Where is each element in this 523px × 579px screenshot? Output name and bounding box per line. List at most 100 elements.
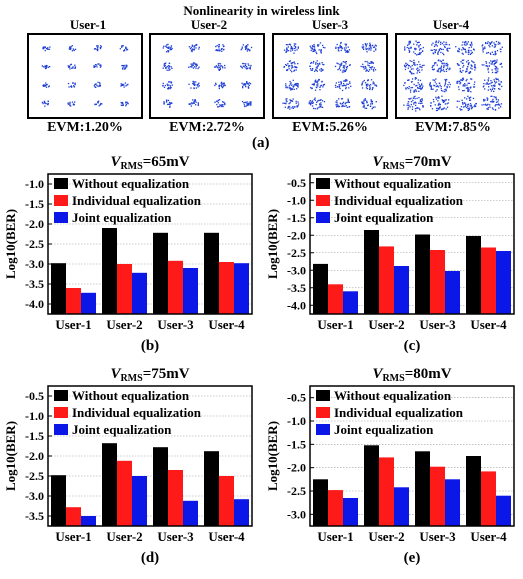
y-tick-label: -4.0 — [287, 298, 306, 312]
constellation-point-cluster — [42, 82, 50, 87]
legend-swatch — [54, 212, 68, 223]
constellation-point-cluster — [188, 62, 200, 69]
bar — [394, 266, 409, 314]
bar — [168, 261, 183, 314]
y-tick-label: -3.5 — [287, 281, 306, 295]
bar — [328, 490, 343, 526]
constellation-user-2-title: User-2 — [151, 17, 267, 33]
constellation-user-4 — [395, 33, 511, 119]
bar — [204, 451, 219, 526]
constellation-point-cluster — [93, 63, 101, 68]
bar — [415, 235, 430, 315]
x-tick-label: User-3 — [157, 529, 194, 544]
constellation-point-cluster — [120, 45, 129, 51]
constellation-user-3-title: User-3 — [272, 17, 388, 33]
bar — [234, 499, 249, 526]
constellation-point-cluster — [361, 79, 377, 90]
constellation-point-cluster — [189, 99, 199, 107]
y-tick-label: -2.0 — [25, 449, 44, 463]
legend-label: Joint equalization — [334, 210, 434, 225]
constellation-point-cluster — [120, 82, 128, 87]
constellation-point-cluster — [42, 65, 51, 69]
y-tick-label: -2.5 — [287, 484, 306, 498]
constellation-point-cluster — [42, 46, 50, 51]
constellation-point-cluster — [455, 41, 475, 55]
constellation-point-cluster — [430, 96, 449, 112]
bar — [445, 271, 460, 314]
bar — [132, 476, 147, 526]
constellation-point-cluster — [309, 98, 326, 110]
bar — [379, 457, 394, 526]
constellation-point-cluster — [188, 81, 200, 89]
y-axis-label: Log10(BER) — [3, 209, 18, 279]
bar — [430, 467, 445, 526]
bar — [117, 264, 132, 314]
y-tick-label: -0.5 — [287, 391, 306, 405]
legend-label: Individual equalization — [72, 405, 202, 420]
ber-chart-65mv: VRMS=65mV-1.0-1.5-2.0-2.5-3.0-3.5-4.0Use… — [0, 150, 262, 362]
constellation-point-cluster — [215, 44, 225, 52]
constellation-point-cluster — [285, 80, 299, 91]
constellation-point-cluster — [483, 77, 503, 92]
constellation-point-cluster — [121, 65, 127, 70]
panel-label: (b) — [141, 338, 159, 354]
bar — [168, 470, 183, 526]
constellation-point-cluster — [404, 41, 424, 56]
constellation-point-cluster — [482, 41, 503, 55]
constellation-point-cluster — [362, 43, 377, 53]
y-tick-label: -0.5 — [25, 389, 44, 403]
y-tick-label: -0.5 — [287, 176, 306, 190]
y-tick-label: -4.0 — [25, 297, 44, 311]
x-tick-label: User-4 — [208, 529, 245, 544]
bar — [496, 496, 511, 526]
legend-swatch — [316, 178, 330, 189]
bar — [102, 228, 117, 314]
constellation-point-cluster — [162, 81, 173, 89]
x-tick-label: User-4 — [470, 529, 507, 544]
legend-swatch — [316, 195, 330, 206]
constellation-point-cluster — [429, 78, 451, 92]
evm-user-4: EVM:7.85% — [395, 120, 511, 136]
constellation-user-2 — [149, 33, 265, 119]
x-tick-label: User-3 — [419, 317, 456, 332]
constellation-point-cluster — [94, 82, 101, 88]
legend-swatch — [54, 195, 68, 206]
y-tick-label: -1.5 — [287, 211, 306, 225]
y-tick-label: -3.0 — [25, 257, 44, 271]
x-tick-label: User-1 — [317, 529, 353, 544]
bar — [183, 268, 198, 314]
x-tick-label: User-4 — [208, 317, 245, 332]
chart-title: VRMS=70mV — [372, 154, 451, 172]
bar — [51, 475, 66, 526]
constellation-point-cluster — [240, 63, 252, 70]
constellation-point-cluster — [214, 82, 226, 90]
bar — [204, 233, 219, 314]
constellation-point-cluster — [241, 44, 253, 52]
x-tick-label: User-2 — [368, 529, 404, 544]
constellation-point-cluster — [283, 60, 298, 72]
bar — [102, 443, 117, 526]
legend-label: Without equalization — [334, 388, 452, 403]
constellation-point-cluster — [284, 43, 299, 54]
bar — [379, 246, 394, 314]
y-tick-label: -2.5 — [25, 469, 44, 483]
constellation-point-cluster — [335, 98, 350, 108]
bar — [496, 251, 511, 314]
constellation-point-cluster — [121, 102, 129, 107]
x-tick-label: User-2 — [106, 317, 142, 332]
legend-swatch — [54, 178, 68, 189]
constellation-point-cluster — [335, 42, 350, 53]
y-tick-label: -1.0 — [25, 409, 44, 423]
bar — [415, 451, 430, 526]
constellation-point-cluster — [456, 78, 475, 93]
y-tick-label: -2.5 — [287, 246, 306, 260]
x-tick-label: User-2 — [368, 317, 404, 332]
panel-label: (d) — [141, 550, 159, 566]
constellation-point-cluster — [163, 100, 172, 108]
evm-user-3: EVM:5.26% — [272, 120, 388, 136]
bar — [117, 461, 132, 526]
bar — [81, 516, 96, 526]
constellation-point-cluster — [68, 64, 77, 70]
constellation-point-cluster — [214, 63, 226, 71]
constellation-point-cluster — [163, 63, 173, 71]
